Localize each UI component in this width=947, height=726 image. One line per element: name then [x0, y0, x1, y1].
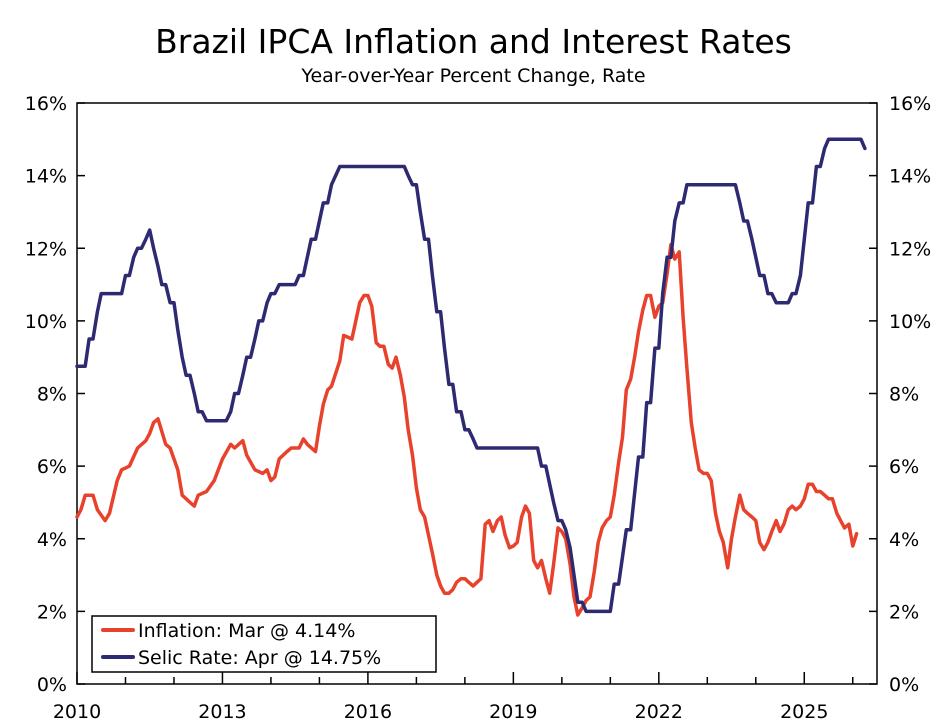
- y-tick-label-left: 8%: [37, 384, 67, 406]
- y-tick-label-right: 2%: [889, 601, 919, 623]
- y-tick-label-left: 0%: [37, 674, 67, 696]
- series-line-inflation: [75, 242, 859, 617]
- legend-label-inflation: Inflation: Mar @ 4.14%: [138, 620, 355, 642]
- x-tick-label: 2019: [489, 701, 537, 723]
- y-tick-label-left: 4%: [37, 529, 67, 551]
- x-tick-label: 2016: [344, 701, 392, 723]
- y-tick-label-right: 16%: [889, 93, 931, 115]
- x-tick-label: 2025: [780, 701, 828, 723]
- y-tick-label-right: 4%: [889, 529, 919, 551]
- y-tick-label-left: 2%: [37, 601, 67, 623]
- y-tick-label-left: 16%: [25, 93, 67, 115]
- legend-label-selic: Selic Rate: Apr @ 14.75%: [138, 647, 381, 669]
- series-line-selic: [75, 137, 867, 614]
- y-tick-label-right: 14%: [889, 166, 931, 188]
- x-tick-label: 2010: [53, 701, 101, 723]
- y-tick-label-right: 10%: [889, 311, 931, 333]
- series-layer: [75, 137, 867, 617]
- legend-box: [91, 615, 437, 673]
- chart-subtitle: Year-over-Year Percent Change, Rate: [301, 65, 646, 87]
- x-tick-label: 2022: [635, 701, 683, 723]
- y-tick-label-left: 10%: [25, 311, 67, 333]
- y-tick-label-left: 12%: [25, 238, 67, 260]
- y-tick-label-right: 8%: [889, 384, 919, 406]
- chart-title: Brazil IPCA Inflation and Interest Rates: [155, 22, 792, 61]
- x-tick-label: 2013: [198, 701, 246, 723]
- y-tick-label-right: 0%: [889, 674, 919, 696]
- y-tick-label-left: 6%: [37, 456, 67, 478]
- y-tick-label-right: 6%: [889, 456, 919, 478]
- plot-frame: [76, 102, 878, 685]
- y-tick-label-right: 12%: [889, 238, 931, 260]
- y-tick-label-left: 14%: [25, 166, 67, 188]
- plot-area: 0% 0% 2% 2% 4% 4% 6% 6% 8% 8% 10% 10% 12% 12% 14% 14% 16…: [25, 93, 931, 723]
- legend: Inflation: Mar @ 4.14% Selic Rate: Apr @…: [91, 615, 437, 673]
